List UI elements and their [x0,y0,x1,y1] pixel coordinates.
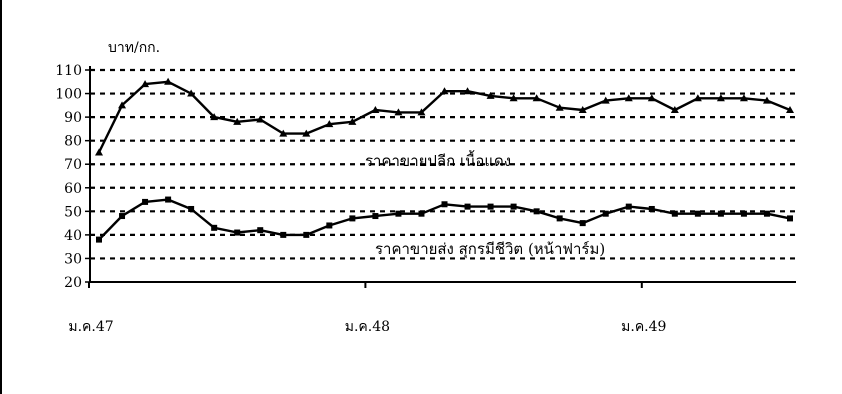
data-point [648,205,655,212]
data-point [624,94,633,102]
y-tick-labels: 20 30 40 50 60 70 80 90 100 110 [55,63,82,291]
series-label-wholesale: ราคาขายส่ง สุกรมีชีวิต (หน้าฟาร์ม) [375,240,605,259]
axes [85,66,796,288]
data-point [234,229,241,236]
data-point [740,210,747,217]
y-tick-label: 80 [64,134,82,150]
data-point [141,80,150,88]
data-point [394,108,403,116]
data-point [325,120,334,128]
x-tick-labels: ม.ค.47 ม.ค.48 ม.ค.49 [68,319,666,335]
data-point [326,222,333,229]
data-point [486,91,495,99]
x-tick-label: ม.ค.49 [621,319,666,335]
data-point [625,203,632,210]
data-point [671,210,678,217]
data-point [739,94,748,102]
data-point [694,210,701,217]
data-point [164,77,173,85]
x-tick-label: ม.ค.48 [345,319,390,335]
y-tick-label: 30 [64,251,82,267]
data-point [279,129,288,137]
data-point [96,236,102,243]
data-point [693,94,702,102]
data-point [210,113,219,121]
y-tick-label: 110 [55,63,82,79]
data-point [464,203,471,210]
data-point [417,108,426,116]
series-group [95,77,794,243]
data-point [787,215,793,222]
data-point [647,94,656,102]
data-point [441,201,448,208]
data-point [372,213,379,220]
data-point [165,196,172,203]
data-point [348,117,357,125]
data-point [532,94,541,102]
data-point [256,115,265,123]
data-point [602,210,609,217]
data-point [463,87,472,95]
data-point [257,227,264,234]
data-point [762,96,771,104]
y-tick-label: 60 [64,181,82,197]
data-point [188,205,195,212]
series-1 [96,196,793,243]
data-point [349,215,356,222]
data-point [670,106,679,114]
y-tick-label: 90 [64,110,82,126]
data-point [579,220,586,227]
data-point [533,208,540,215]
data-point [303,231,310,238]
data-point [487,203,494,210]
data-point [510,203,517,210]
data-point [440,87,449,95]
y-tick-label: 40 [64,228,82,244]
series-label-retail: ราคาขายปลีก เนื้อแดง [365,150,511,170]
data-point [578,106,587,114]
data-point [280,231,287,238]
y-tick-label: 20 [64,275,82,291]
data-point [95,148,103,156]
data-point [142,198,149,205]
data-point [717,210,724,217]
data-point [118,101,127,109]
y-tick-label: 50 [64,204,82,220]
data-point [395,210,402,217]
data-point [371,106,380,114]
data-point [716,94,725,102]
data-point [601,96,610,104]
y-tick-label: 100 [55,87,82,103]
x-tick-label: ม.ค.47 [68,319,113,335]
data-point [119,213,126,220]
data-point [555,103,564,111]
data-point [187,89,196,97]
y-axis-label: บาท/กก. [108,40,160,56]
data-point [556,215,563,222]
data-point [211,224,218,231]
data-point [302,129,311,137]
data-point [418,210,425,217]
data-point [509,94,518,102]
data-point [786,106,794,114]
data-point [233,117,242,125]
y-tick-label: 70 [64,157,82,173]
data-point [763,210,770,217]
series-0 [95,77,794,156]
